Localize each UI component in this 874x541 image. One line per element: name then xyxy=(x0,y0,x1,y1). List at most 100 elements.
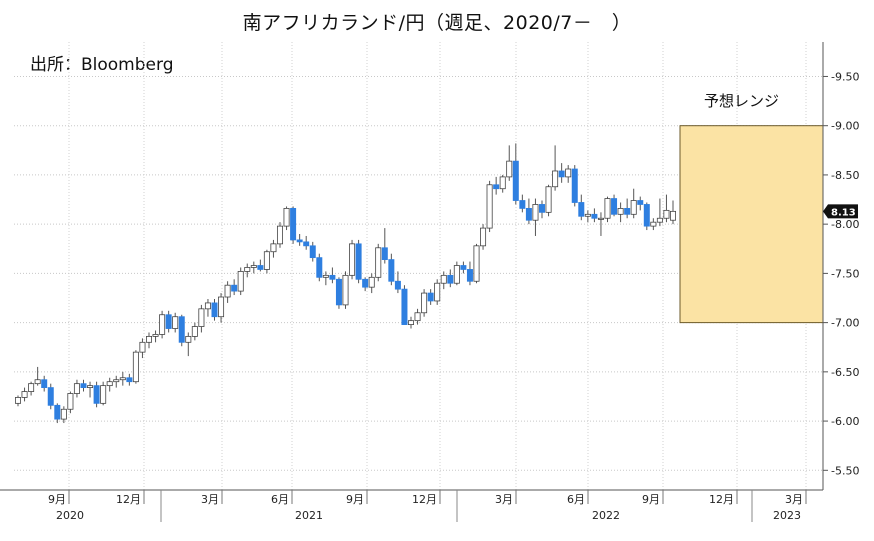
candle-body xyxy=(14,397,21,404)
candle-body xyxy=(532,204,539,221)
candle-body xyxy=(355,243,362,280)
candle-body xyxy=(637,200,644,205)
y-tick-label: -8.50 xyxy=(831,169,859,182)
candle-body xyxy=(73,383,80,394)
candle-body xyxy=(473,245,480,282)
candle-body xyxy=(244,267,251,272)
candle-body xyxy=(349,243,356,276)
candle-body xyxy=(126,377,133,383)
candle-body xyxy=(257,265,264,270)
candle-body xyxy=(512,160,519,201)
candle-body xyxy=(250,265,257,268)
candle-body xyxy=(159,314,166,335)
candle-body xyxy=(434,282,441,302)
candle-body xyxy=(145,335,152,343)
year-label: 2022 xyxy=(592,509,620,522)
candle-body xyxy=(67,393,74,410)
candle-body xyxy=(656,217,663,223)
last-value-label: 8.13 xyxy=(831,207,856,218)
y-tick-label: -8.00 xyxy=(831,218,859,231)
year-label: 2020 xyxy=(56,509,84,522)
candle-body xyxy=(407,320,414,325)
candle-body xyxy=(578,202,585,217)
candle-body xyxy=(362,278,369,288)
x-tick-label: 12月 xyxy=(116,493,141,506)
candle-body xyxy=(650,221,657,227)
candle-body xyxy=(316,257,323,278)
y-tick-label: -9.00 xyxy=(831,120,859,133)
y-tick-label: -9.50 xyxy=(831,70,859,83)
candle-body xyxy=(296,239,303,243)
candle-body xyxy=(421,292,428,314)
candle-body xyxy=(381,247,388,261)
candle-body xyxy=(375,247,382,278)
candle-body xyxy=(119,377,126,381)
candle-body xyxy=(460,265,467,270)
chart-source: 出所：Bloomberg xyxy=(30,55,174,75)
candle-body xyxy=(617,207,624,215)
candle-body xyxy=(611,198,618,215)
candle-body xyxy=(80,383,87,388)
candle-body xyxy=(309,245,316,259)
candle-body xyxy=(525,207,532,221)
candle-body xyxy=(663,209,670,219)
x-tick-label: 3月 xyxy=(201,493,219,506)
candle-body xyxy=(54,404,61,420)
candle-body xyxy=(237,271,244,292)
candle-body xyxy=(584,213,591,217)
candle-body xyxy=(47,387,54,406)
candle-body xyxy=(630,200,637,215)
x-tick-label: 3月 xyxy=(495,493,513,506)
candle-body xyxy=(558,170,565,178)
candle-body xyxy=(322,274,329,278)
candle-body xyxy=(198,308,205,327)
candle-body xyxy=(604,198,611,219)
last-value-badge xyxy=(828,204,858,219)
x-tick-label: 9月 xyxy=(346,493,364,506)
candle-body xyxy=(93,385,100,404)
candle-body xyxy=(447,274,454,284)
candle-body xyxy=(185,335,192,343)
candle-body xyxy=(571,168,578,203)
candle-body xyxy=(283,207,290,227)
last-value-pointer xyxy=(823,204,828,219)
year-label: 2021 xyxy=(295,509,323,522)
x-tick-label: 9月 xyxy=(48,493,66,506)
y-tick-label: -6.50 xyxy=(831,366,859,379)
forecast-band xyxy=(679,125,824,324)
candle-body xyxy=(480,227,487,247)
x-tick-label: 3月 xyxy=(785,493,803,506)
chart-title: 南アフリカランド/円（週足、2020/7－ ） xyxy=(242,12,632,34)
y-tick-label: -7.00 xyxy=(831,317,859,330)
candles xyxy=(14,143,677,424)
x-tick-label: 12月 xyxy=(709,493,734,506)
candle-body xyxy=(41,379,48,389)
candle-body xyxy=(440,274,447,284)
candle-body xyxy=(21,391,28,398)
x-tick-label: 6月 xyxy=(271,493,289,506)
candle-body xyxy=(172,316,179,329)
candle-body xyxy=(643,204,650,227)
candle-body xyxy=(152,334,159,337)
candle-body xyxy=(218,296,225,318)
candle-body xyxy=(87,385,94,388)
candle-body xyxy=(165,314,172,329)
candle-body xyxy=(191,326,198,337)
forecast-band-layer: 予想レンジ xyxy=(679,92,824,324)
candle-body xyxy=(178,316,185,343)
candle-body xyxy=(552,170,559,188)
y-tick-label: -5.50 xyxy=(831,464,859,477)
candle-body xyxy=(499,176,506,190)
candle-body xyxy=(486,184,493,229)
candle-body xyxy=(204,302,211,310)
candle-body xyxy=(670,210,677,221)
candle-body xyxy=(466,269,473,282)
candle-body xyxy=(388,259,395,282)
candle-body xyxy=(303,241,310,247)
candle-body xyxy=(106,381,113,387)
candle-body xyxy=(329,274,336,280)
candle-body xyxy=(519,200,526,209)
candle-body xyxy=(290,207,297,241)
forecast-band-label: 予想レンジ xyxy=(704,92,779,110)
